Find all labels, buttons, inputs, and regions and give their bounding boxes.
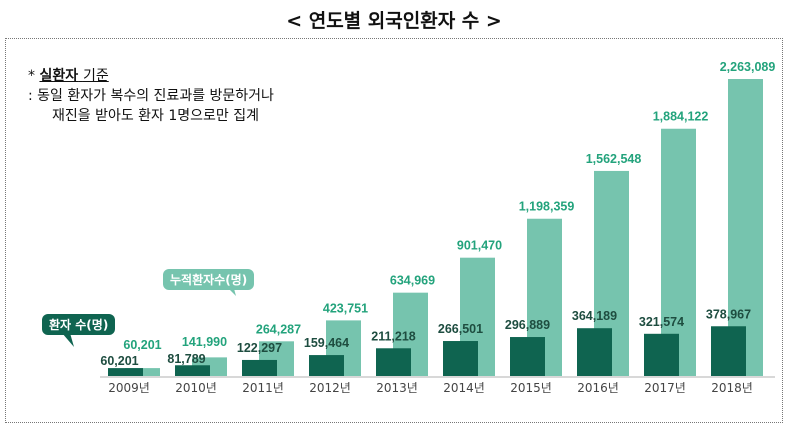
bar-patients xyxy=(443,341,478,376)
bar-patients xyxy=(644,333,679,376)
label-cumulative: 60,201 xyxy=(123,338,161,352)
note-rest: 기준 xyxy=(82,68,109,84)
x-tick-label: 2010년 xyxy=(175,381,217,395)
label-patients: 364,189 xyxy=(572,309,617,323)
x-tick-label: 2016년 xyxy=(577,381,619,395)
label-patients: 211,218 xyxy=(371,329,416,343)
label-patients: 159,464 xyxy=(304,336,349,350)
x-tick-label: 2014년 xyxy=(443,381,485,395)
label-cumulative: 901,470 xyxy=(457,239,502,253)
note: * 실환자 기준 : 동일 환자가 복수의 진료과를 방문하거나 재진을 받아도… xyxy=(28,66,274,126)
x-tick-label: 2009년 xyxy=(108,381,150,395)
label-patients: 122,297 xyxy=(237,341,282,355)
x-tick-label: 2012년 xyxy=(309,381,351,395)
x-tick-label: 2011년 xyxy=(242,381,284,395)
label-cumulative: 2,263,089 xyxy=(720,60,776,74)
x-tick-label: 2015년 xyxy=(510,381,552,395)
label-cumulative: 1,198,359 xyxy=(519,200,575,214)
label-cumulative: 423,751 xyxy=(323,301,368,315)
label-patients: 60,201 xyxy=(100,354,138,368)
note-line2: 재진을 받아도 환자 1명으로만 집계 xyxy=(52,108,260,124)
note-line1: : 동일 환자가 복수의 진료과를 방문하거나 xyxy=(28,88,274,104)
label-cumulative: 634,969 xyxy=(390,274,435,288)
label-patients: 81,789 xyxy=(167,352,205,366)
bar-patients xyxy=(175,365,210,376)
label-patients: 266,501 xyxy=(438,322,483,336)
note-asterisk: * xyxy=(28,68,35,84)
label-patients: 321,574 xyxy=(639,315,684,329)
label-patients: 378,967 xyxy=(706,307,751,321)
legend-tail xyxy=(62,333,74,347)
bar-patients xyxy=(376,348,411,376)
bar-patients xyxy=(711,326,746,376)
label-cumulative: 264,287 xyxy=(256,322,301,336)
chart-title: < 연도별 외국인환자 수 > xyxy=(286,10,502,32)
bar-patients xyxy=(108,368,143,376)
legend-cumulative: 누적환자수(명) xyxy=(163,269,255,290)
bar-patients xyxy=(577,328,612,376)
label-cumulative: 141,990 xyxy=(182,335,227,349)
label-patients: 296,889 xyxy=(505,318,550,332)
note-bold: 실환자 xyxy=(39,68,79,84)
legend-patients: 환자 수(명) xyxy=(42,314,116,335)
label-cumulative: 1,884,122 xyxy=(653,110,709,124)
bar-patients xyxy=(510,337,545,376)
bar-patients xyxy=(242,359,277,376)
x-tick-label: 2017년 xyxy=(644,381,686,395)
label-cumulative: 1,562,548 xyxy=(586,152,642,166)
x-tick-label: 2013년 xyxy=(376,381,418,395)
chart-frame xyxy=(5,38,783,423)
x-tick-label: 2018년 xyxy=(711,381,753,395)
bar-patients xyxy=(309,355,344,376)
